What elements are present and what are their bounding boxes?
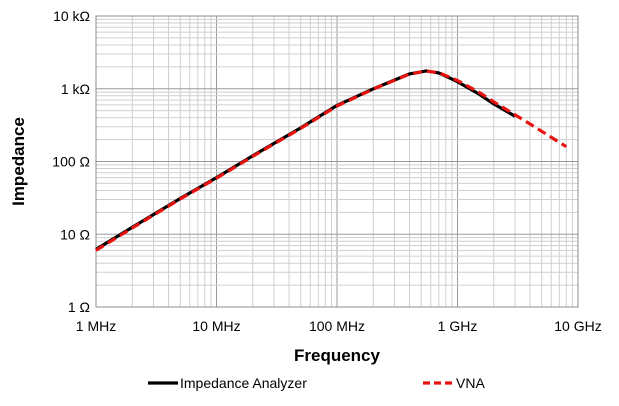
y-tick-label: 1 kΩ [61,81,90,97]
plot-frame [95,15,579,308]
x-tick-label: 1 MHz [76,318,116,334]
y-axis-title: Impedance [9,117,28,206]
legend-label-vna: VNA [456,375,485,391]
x-tick-label: 1 GHz [438,318,478,334]
legend: Impedance Analyzer VNA [148,375,485,391]
x-tick-label: 10 GHz [554,318,601,334]
series-line-vna [95,69,568,252]
y-tick-label: 10 Ω [60,226,90,242]
series-layer [95,69,568,252]
x-tick-label: 10 MHz [192,318,240,334]
y-tick-label: 100 Ω [52,154,90,170]
y-tick-label: 10 kΩ [53,8,90,24]
y-tick-label: 1 Ω [68,299,90,315]
grid [96,16,578,307]
x-tick-label: 100 MHz [309,318,365,334]
legend-label-impedance-analyzer: Impedance Analyzer [180,375,307,391]
tick-labels: 1 MHz 10 MHz 100 MHz 1 GHz 10 GHz 1 Ω 10 Ω 100 … [52,8,601,334]
x-axis-title: Frequency [294,346,381,365]
